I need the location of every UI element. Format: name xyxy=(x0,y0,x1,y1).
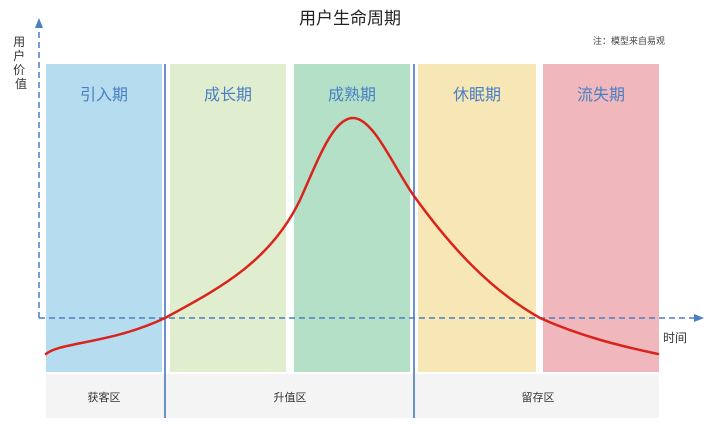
x-axis-arrow-icon xyxy=(694,314,704,322)
stage-label-dormant: 休眠期 xyxy=(453,85,501,104)
stage-bands xyxy=(46,64,659,372)
stage-band-growth xyxy=(170,64,286,372)
zone-label-acquisition: 获客区 xyxy=(88,390,121,404)
zone-label-retention: 留存区 xyxy=(522,390,555,404)
lifecycle-curve xyxy=(44,116,660,356)
stage-label-churn: 流失期 xyxy=(577,85,625,104)
y-axis-label-char: 价 xyxy=(13,63,25,77)
stage-band-intro xyxy=(46,64,162,372)
stage-band-dormant xyxy=(418,64,536,372)
zone-label-appreciation: 升值区 xyxy=(274,391,307,404)
chart-title: 用户生命周期 xyxy=(299,9,401,29)
y-axis-arrow-icon xyxy=(35,18,43,28)
y-axis-label-char: 户 xyxy=(13,48,25,63)
y-axis-label-char: 值 xyxy=(15,76,27,91)
x-axis-label: 时间 xyxy=(663,331,687,345)
stage-label-growth: 成长期 xyxy=(204,85,252,104)
y-axis-label: 用 户 价 值 xyxy=(13,35,29,91)
stage-label-mature: 成熟期 xyxy=(328,85,376,104)
y-axis-label-char: 用 xyxy=(13,35,25,49)
stage-label-intro: 引入期 xyxy=(80,85,128,104)
source-note: 注：模型来自易观 xyxy=(593,35,665,47)
stage-band-mature xyxy=(294,64,410,372)
zone-strip xyxy=(46,374,659,418)
stage-band-churn xyxy=(543,64,659,372)
